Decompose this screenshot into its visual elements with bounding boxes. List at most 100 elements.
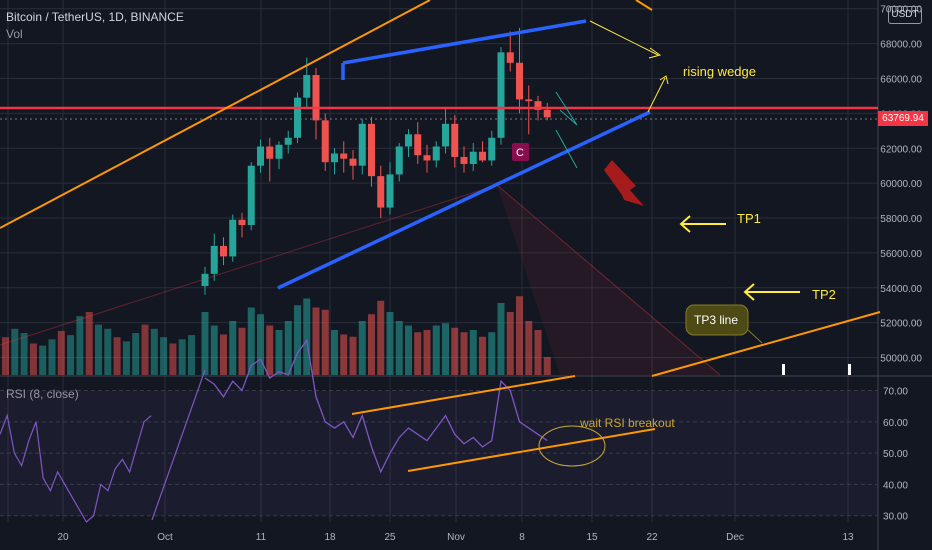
pre-volume-bar-3 (29, 343, 37, 375)
candle-body-22 (405, 134, 412, 147)
candle-body-2 (220, 245, 227, 257)
pre-volume-bar-13 (122, 341, 130, 375)
volume-bar-26 (442, 323, 449, 375)
pre-volume-bar-10 (95, 324, 102, 375)
rsi-tick-4: 70.00 (883, 387, 908, 398)
time-tick-4: 25 (384, 532, 396, 543)
time-tick-6: 8 (519, 532, 525, 543)
volume-label: Vol (6, 27, 23, 41)
price-tick-10: 70000.00 (880, 5, 922, 16)
rsi-tick-0: 30.00 (883, 512, 908, 523)
marker-box (512, 143, 529, 161)
arrow-up-head (648, 47, 662, 59)
volume-bar-11 (303, 298, 311, 375)
volume-bar-27 (451, 327, 459, 375)
volume-bar-35 (525, 321, 533, 375)
price-tick-3: 56000.00 (880, 249, 922, 260)
candle-body-7 (266, 146, 274, 159)
candle-body-12 (312, 75, 320, 121)
candle-body-11 (303, 75, 311, 98)
volume-bar-5 (247, 307, 255, 375)
rsi-breakout-circle (538, 425, 606, 467)
candle-body-25 (432, 146, 440, 161)
candle-body-35 (525, 99, 533, 102)
time-tick-8: 22 (646, 532, 658, 543)
rsi-tick-2: 50.00 (883, 449, 908, 460)
volume-bar-24 (423, 330, 431, 375)
pre-volume-bar-4 (39, 345, 47, 375)
candle-body-29 (469, 151, 477, 164)
candle-body-0 (201, 273, 209, 287)
time-tick-3: 18 (324, 532, 336, 543)
pre-volume-bar-2 (20, 333, 28, 375)
volume-bar-16 (349, 336, 357, 375)
candle-body-36 (534, 101, 542, 110)
candle-body-5 (247, 165, 255, 225)
time-tick-5: Nov (447, 532, 465, 543)
projection-base (0, 184, 498, 346)
price-tick-0: 50000.00 (880, 354, 922, 365)
volume-bar-3 (229, 321, 237, 375)
annotation-label-4: C (516, 147, 524, 159)
candle-body-31 (488, 137, 496, 161)
pre-volume-bar-5 (48, 339, 56, 375)
volume-bar-21 (395, 321, 403, 375)
candle-body-3 (229, 219, 237, 257)
candle-body-33 (506, 52, 514, 63)
candle-body-20 (386, 174, 394, 208)
price-tick-6: 62000.00 (880, 144, 922, 155)
wedge-upper-line (342, 19, 587, 65)
candle-body-26 (442, 123, 449, 147)
candle-body-17 (358, 123, 366, 166)
symbol-title: Bitcoin / TetherUS, 1D, BINANCE (6, 10, 184, 24)
volume-bar-10 (294, 305, 301, 375)
tp3-callout-tail (747, 329, 763, 344)
time-axis: 20 Oct 11 18 25 Nov 8 15 22 Dec 13 (57, 532, 854, 543)
volume-bar-4 (238, 327, 246, 375)
candle-body-24 (423, 155, 431, 161)
volume-bar-20 (386, 312, 394, 375)
volume-bar-15 (340, 334, 348, 375)
candle-body-23 (414, 134, 422, 156)
candle-body-18 (368, 123, 375, 177)
down-arrow (604, 160, 644, 206)
pre-volume-bar-1 (11, 328, 19, 375)
price-tick-5: 60000.00 (880, 179, 922, 190)
pre-volume-bar-9 (85, 312, 93, 375)
volume-bar-34 (516, 296, 523, 375)
rsi-lower-trend (407, 428, 656, 472)
time-tick-10: 13 (842, 532, 854, 543)
volume-bar-29 (469, 330, 477, 375)
analysis-drawings (0, 0, 881, 377)
volume-bar-33 (506, 312, 514, 375)
candle-body-15 (340, 153, 348, 159)
price-tick-9: 68000.00 (880, 40, 922, 51)
volume-bar-2 (220, 334, 227, 375)
arrow-label-head (659, 75, 669, 85)
rsi-pane (0, 338, 656, 523)
volume-bar-17 (358, 321, 366, 375)
upper-channel-stub (635, 0, 653, 11)
rsi-band (0, 390, 878, 516)
volume-bar-19 (377, 300, 385, 375)
rsi-connector (151, 369, 206, 521)
rsi-tick-3: 60.00 (883, 418, 908, 429)
currency-badge[interactable]: USDT (888, 6, 922, 24)
mini-wedge-top (555, 91, 578, 126)
pre-volume-bar-19 (178, 339, 186, 375)
candle-body-30 (479, 151, 486, 161)
candle-body-19 (377, 176, 385, 208)
candle-body-10 (294, 97, 301, 138)
pre-volume-bar-11 (104, 328, 112, 375)
volume-bar-18 (368, 314, 375, 375)
volume-bar-12 (312, 307, 320, 375)
candle-body-21 (395, 146, 403, 175)
candle-body-9 (284, 137, 292, 145)
candlesticks (201, 27, 551, 295)
price-tick-1: 52000.00 (880, 319, 922, 330)
pre-volume-bar-8 (76, 316, 84, 375)
rsi-history (0, 413, 152, 523)
candle-body-32 (497, 52, 505, 138)
annotation-label-0: rising wedge (683, 64, 756, 79)
